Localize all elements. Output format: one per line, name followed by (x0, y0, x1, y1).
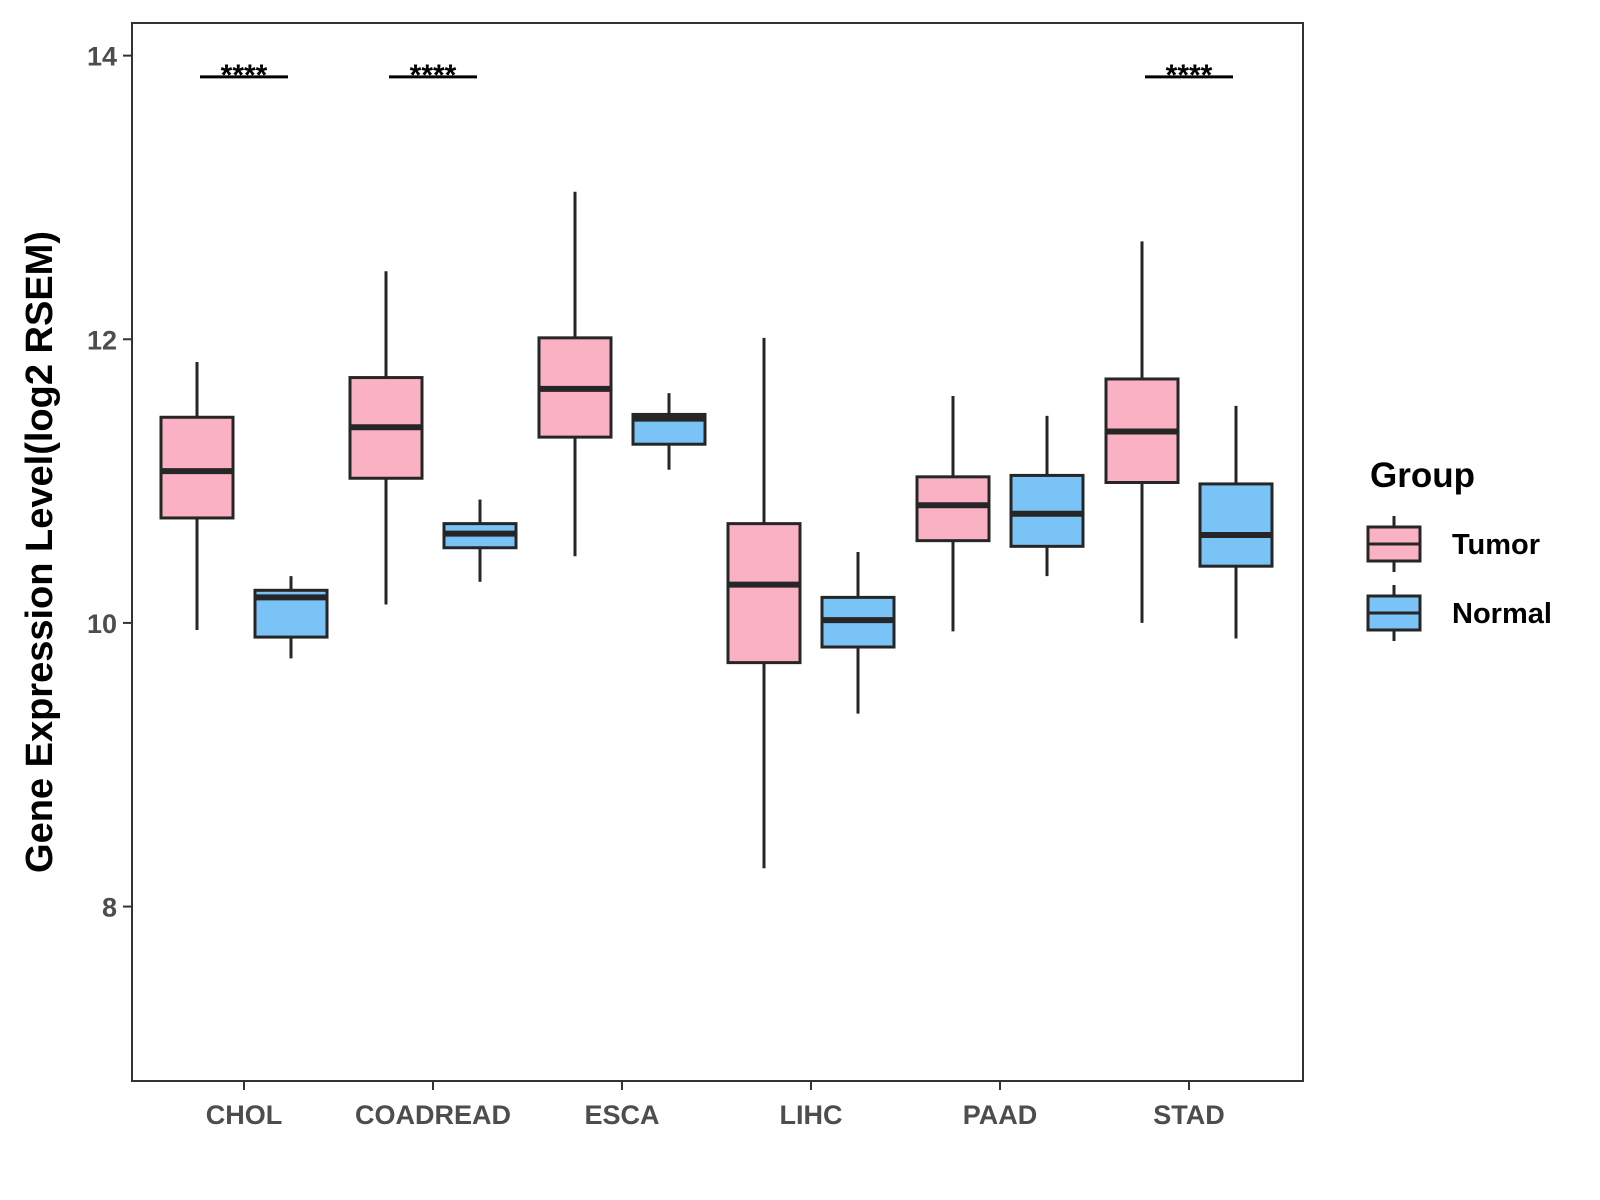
box-stad-normal (1198, 405, 1274, 639)
x-tick-label: ESCA (584, 1100, 659, 1130)
box-esca-tumor (537, 191, 613, 557)
significance-label: **** (1166, 59, 1213, 92)
box-esca-normal (631, 393, 707, 470)
significance-stad: **** (1145, 59, 1233, 92)
x-tick-label: CHOL (206, 1100, 283, 1130)
y-tick-label: 14 (87, 42, 117, 72)
legend-label: Tumor (1452, 529, 1540, 561)
box-lihc-tumor (726, 337, 802, 869)
y-tick-label: 10 (87, 609, 117, 639)
x-tick-label: LIHC (780, 1100, 843, 1130)
box-coadread-tumor (348, 271, 424, 605)
x-tick-label: PAAD (963, 1100, 1038, 1130)
significance-coadread: **** (389, 59, 477, 92)
box-body (1198, 482, 1274, 568)
box-chol-tumor (159, 361, 235, 631)
plot-panel-border (131, 22, 1304, 1082)
boxes-layer (159, 191, 1274, 869)
significance-label: **** (221, 59, 268, 92)
box-lihc-normal (820, 552, 896, 714)
legend-title: Group (1370, 456, 1475, 495)
legend-item-normal: Normal (1366, 585, 1552, 641)
significance-chol: **** (200, 59, 288, 92)
significance-layer: **** **** **** (200, 59, 1233, 92)
box-body (159, 415, 235, 520)
legend-item-tumor: Tumor (1366, 516, 1540, 572)
y-tick-label: 8 (102, 893, 117, 923)
legend-key-normal (1366, 585, 1422, 641)
box-chol-normal (253, 576, 329, 659)
y-tick-label: 12 (87, 325, 117, 355)
box-paad-normal (1009, 415, 1085, 577)
box-stad-tumor (1104, 241, 1180, 623)
axes-layer: 8 10 12 14 CHOL COADREAD ESCA LIHC PAAD STAD (87, 42, 1225, 1130)
x-tick-label: STAD (1153, 1100, 1225, 1130)
significance-label: **** (410, 59, 457, 92)
legend: Group Tumor Normal (1366, 456, 1552, 641)
legend-label: Normal (1452, 598, 1552, 630)
box-body (726, 522, 802, 665)
x-tick-label: COADREAD (355, 1100, 511, 1130)
box-coadread-normal (442, 499, 518, 582)
y-axis-title: Gene Expression Level(log2 RSEM) (19, 231, 61, 873)
legend-key-tumor (1366, 516, 1422, 572)
box-paad-tumor (915, 395, 991, 632)
box-body (915, 475, 991, 543)
